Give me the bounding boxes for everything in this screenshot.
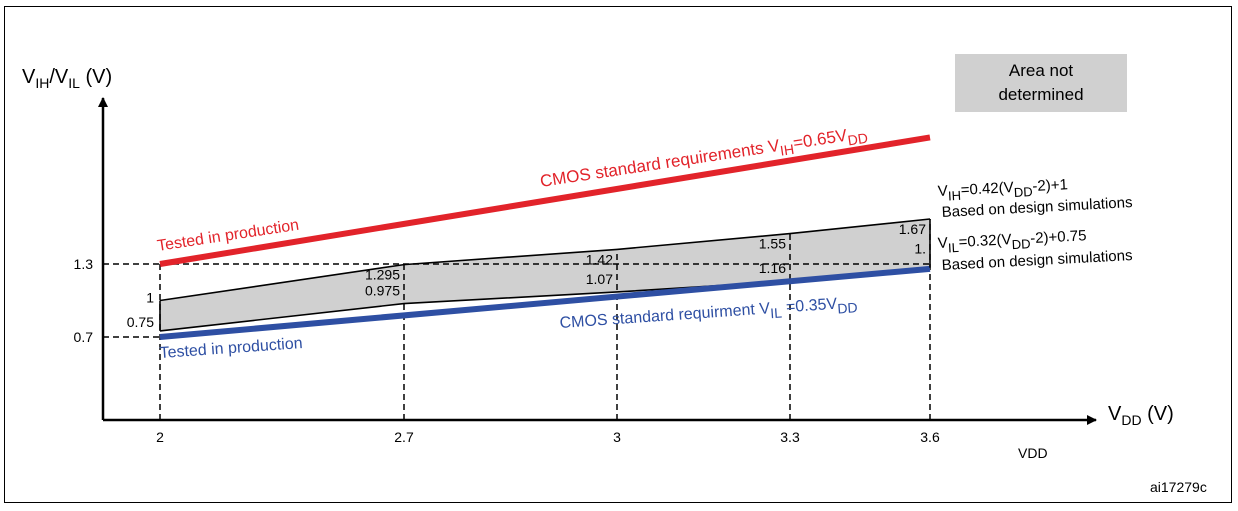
- design-simulation-band: [160, 218, 930, 331]
- legend-line-2: determined: [998, 85, 1084, 104]
- series-group: [159, 134, 931, 340]
- data-label-2-1: 1: [146, 290, 154, 306]
- data-label-2.7-1.295: 1.295: [365, 267, 400, 283]
- data-label-3.6-1.27: 1.: [914, 241, 926, 257]
- blue-vil-cmos-line: [159, 265, 931, 340]
- red-line-label: CMOS standard requirements VIH=0.65VDD: [539, 123, 869, 195]
- red-vih-cmos-line: [159, 134, 931, 267]
- x-tick-labels: 2 2.7 3 3.3 3.6: [156, 429, 940, 445]
- vil-equation: VIL=0.32(VDD-2)+0.75: [937, 227, 1087, 256]
- x-tick-3.3: 3.3: [780, 429, 800, 445]
- figure-frame: [4, 6, 1232, 503]
- x-tick-3.6: 3.6: [920, 429, 940, 445]
- legend-box-area-not-determined: Area not determined: [955, 54, 1127, 112]
- y-tick-0.7: 0.7: [74, 329, 94, 345]
- data-label-3.6-1.67: 1.67: [899, 221, 926, 237]
- x-tick-2: 2: [156, 429, 164, 445]
- red-tested-label: Tested in production: [156, 217, 300, 255]
- vil-note: Based on design simulations: [941, 247, 1133, 274]
- x-tick-2.7: 2.7: [394, 429, 414, 445]
- dashed-guides: [103, 218, 931, 420]
- data-label-3-1.42: 1.42: [586, 251, 613, 267]
- data-label-3.3-1.16: 1.16: [759, 260, 786, 276]
- data-label-2-0.75: 0.75: [127, 314, 154, 330]
- y-tick-1.3: 1.3: [74, 256, 94, 272]
- x-tick-3: 3: [613, 429, 621, 445]
- x-axis-title: VDD (V): [1108, 403, 1174, 428]
- y-tick-labels: 0.7 1.3: [74, 256, 94, 345]
- blue-tested-label: Tested in production: [159, 335, 303, 362]
- vih-equation: VIH=0.42(VDD-2)+1: [937, 176, 1068, 204]
- x-caption: VDD: [1018, 445, 1048, 461]
- y-axis-title: VIH/VIL (V): [22, 66, 112, 91]
- legend-line-1: Area not: [1008, 61, 1074, 80]
- data-label-2.7-0.975: 0.975: [365, 283, 400, 299]
- figure-id: ai17279c: [1150, 479, 1207, 495]
- data-label-3.3-1.55: 1.55: [759, 236, 786, 252]
- data-label-3-1.07: 1.07: [586, 271, 613, 287]
- vih-simulation-line: [159, 218, 931, 302]
